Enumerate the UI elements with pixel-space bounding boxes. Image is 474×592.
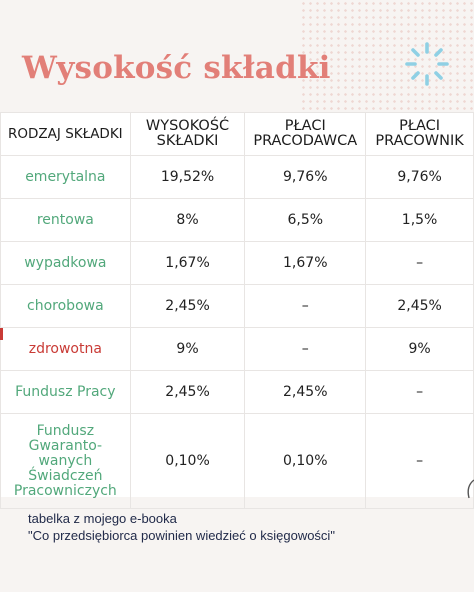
edge-curve-decoration	[467, 479, 474, 499]
row-amount: 8%	[129, 198, 246, 242]
row-name: chorobowa	[0, 284, 131, 328]
table-row: emerytalna 19,52% 9,76% 9,76%	[0, 155, 474, 199]
row-employer: –	[244, 284, 367, 328]
row-employer: 0,10%	[244, 413, 367, 509]
contributions-table: RODZAJ SKŁADKI WYSOKOŚĆ SKŁADKI PŁACI PRAC…	[0, 112, 474, 509]
row-amount: 19,52%	[129, 155, 246, 199]
table-row: chorobowa 2,45% – 2,45%	[0, 284, 474, 328]
table-row: wypadkowa 1,67% 1,67% –	[0, 241, 474, 285]
row-name: rentowa	[0, 198, 131, 242]
row-employee: 9%	[365, 327, 474, 371]
footer-note: tabelka z mojego e-booka "Co przedsiębio…	[28, 510, 335, 544]
row-employee: 1,5%	[365, 198, 474, 242]
row-name: wypadkowa	[0, 241, 131, 285]
table-row: Fundusz Pracy 2,45% 2,45% –	[0, 370, 474, 414]
dotted-pattern-decoration	[300, 0, 474, 112]
row-employee: –	[365, 413, 474, 509]
header-employee-pays: PŁACI PRACOWNIK	[365, 112, 474, 156]
row-amount: 1,67%	[129, 241, 246, 285]
row-employer: 9,76%	[244, 155, 367, 199]
sparkle-icon	[405, 42, 449, 86]
table-header-row: RODZAJ SKŁADKI WYSOKOŚĆ SKŁADKI PŁACI PRAC…	[0, 112, 474, 156]
highlight-marker	[0, 328, 3, 340]
header-amount: WYSOKOŚĆ SKŁADKI	[129, 112, 246, 156]
footer-line-2: "Co przedsiębiorca powinien wiedzieć o k…	[28, 528, 335, 543]
table-row: rentowa 8% 6,5% 1,5%	[0, 198, 474, 242]
row-employer: –	[244, 327, 367, 371]
row-employee: 2,45%	[365, 284, 474, 328]
header-employer-pays: PŁACI PRACODAWCA	[244, 112, 367, 156]
row-name: Fundusz Gwaranto- wanych Świadczeń Praco…	[0, 413, 131, 509]
row-employer: 6,5%	[244, 198, 367, 242]
row-amount: 2,45%	[129, 284, 246, 328]
row-name: emerytalna	[0, 155, 131, 199]
row-name-highlighted: zdrowotna	[0, 327, 131, 371]
table-row: Fundusz Gwaranto- wanych Świadczeń Praco…	[0, 413, 474, 509]
row-amount: 2,45%	[129, 370, 246, 414]
row-employee: –	[365, 370, 474, 414]
table-card: RODZAJ SKŁADKI WYSOKOŚĆ SKŁADKI PŁACI PRAC…	[0, 112, 474, 509]
page-title: Wysokość składki	[22, 50, 331, 86]
table-row: zdrowotna 9% – 9%	[0, 327, 474, 371]
row-amount: 9%	[129, 327, 246, 371]
row-employer: 1,67%	[244, 241, 367, 285]
row-amount: 0,10%	[129, 413, 246, 509]
row-employee: 9,76%	[365, 155, 474, 199]
row-employee: –	[365, 241, 474, 285]
header-contribution-type: RODZAJ SKŁADKI	[0, 112, 131, 156]
row-name: Fundusz Pracy	[0, 370, 131, 414]
row-employer: 2,45%	[244, 370, 367, 414]
footer-line-1: tabelka z mojego e-booka	[28, 511, 177, 526]
